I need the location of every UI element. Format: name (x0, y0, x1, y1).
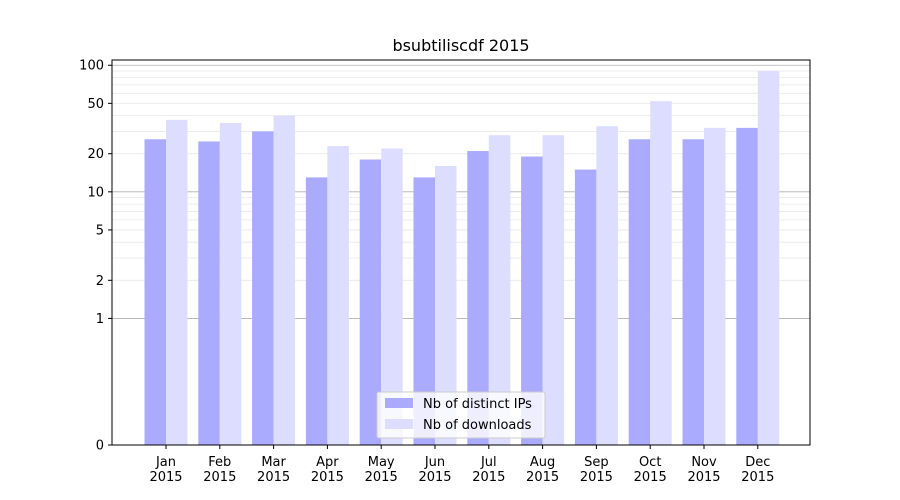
legend-label-distinct-ips: Nb of distinct IPs (423, 397, 532, 412)
legend-label-downloads: Nb of downloads (423, 418, 532, 433)
x-tick-label: Jun 2015 (418, 455, 451, 485)
x-tick-label: Jan 2015 (149, 455, 182, 485)
x-tick-label: Feb 2015 (203, 455, 236, 485)
y-axis: 0 1 2 5 10 20 50 100 (79, 59, 112, 454)
bar-distinct-ips (628, 139, 651, 445)
chart-title: bsubtiliscdf 2015 (392, 36, 529, 55)
y-tick-label: 100 (79, 59, 104, 74)
y-tick-label: 50 (87, 97, 104, 112)
bar-downloads (650, 101, 672, 446)
bar-distinct-ips (682, 139, 704, 445)
bar-distinct-ips (467, 151, 489, 445)
legend-box (376, 391, 546, 439)
y-tick-label: 5 (96, 223, 104, 238)
x-axis: Jan 2015 Feb 2015 Mar 2015 Apr 2015 May 2015 Jun 20… (149, 445, 774, 485)
bar-distinct-ips (144, 139, 166, 445)
x-tick-label: Sep 2015 (580, 455, 613, 485)
bar-downloads (219, 122, 242, 445)
bar-distinct-ips (359, 159, 382, 445)
y-tick-label: 0 (96, 439, 104, 454)
bar-distinct-ips (521, 156, 543, 446)
bar-downloads (596, 126, 618, 446)
x-tick-label: Nov 2015 (687, 455, 720, 485)
x-tick-label: Aug 2015 (526, 455, 559, 485)
bar-downloads (488, 135, 511, 445)
bar-distinct-ips (736, 127, 758, 445)
bar-downloads (542, 135, 565, 445)
bar-downloads (327, 146, 349, 445)
y-tick-label: 10 (87, 185, 104, 200)
bar-downloads (435, 165, 457, 446)
bar-distinct-ips (413, 177, 435, 446)
x-tick-label: Dec 2015 (741, 455, 774, 485)
y-tick-label: 20 (87, 147, 104, 162)
legend-swatch-distinct-ips (385, 398, 413, 408)
bar-distinct-ips (252, 131, 274, 445)
x-tick-label: Jul 2015 (472, 455, 505, 485)
bar-downloads (381, 148, 403, 445)
y-tick-label: 1 (96, 312, 104, 327)
x-tick-label: May 2015 (365, 455, 398, 485)
y-tick-label: 2 (96, 274, 104, 289)
bar-downloads (166, 119, 188, 445)
x-tick-label: Mar 2015 (257, 455, 290, 485)
bar-distinct-ips (305, 177, 328, 446)
legend-swatch-downloads (385, 419, 413, 429)
bar-downloads (704, 127, 726, 445)
legend: Nb of distinct IPs Nb of downloads (376, 391, 546, 439)
plot-frame (111, 59, 811, 446)
bar-distinct-ips (574, 169, 597, 445)
bar-downloads (273, 115, 296, 445)
x-tick-label: Oct 2015 (634, 455, 667, 485)
bar-distinct-ips (198, 141, 220, 445)
bar-downloads (757, 71, 780, 446)
x-tick-label: Apr 2015 (311, 455, 344, 485)
bars (144, 71, 780, 446)
